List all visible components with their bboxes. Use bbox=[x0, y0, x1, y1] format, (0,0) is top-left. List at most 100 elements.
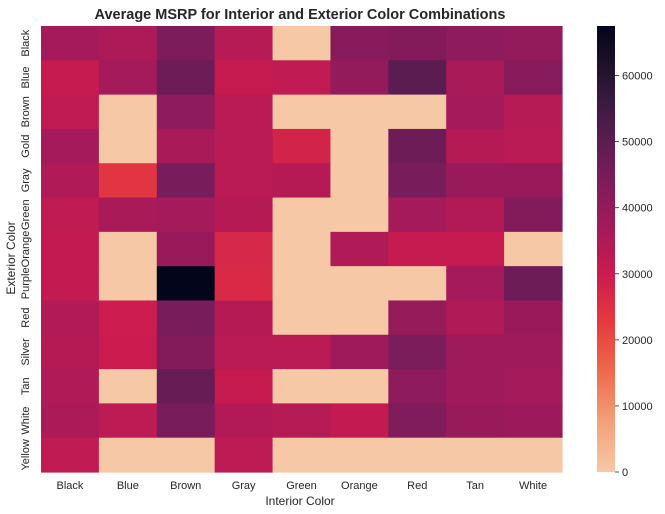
colorbar-tick-label: 20000 bbox=[622, 335, 653, 347]
heatmap-cell bbox=[98, 60, 158, 96]
heatmap-cell bbox=[504, 403, 563, 439]
heatmap-cell bbox=[272, 334, 332, 370]
heatmap-cell bbox=[214, 26, 274, 61]
heatmap-cell bbox=[446, 26, 505, 61]
heatmap-cell bbox=[388, 197, 447, 233]
heatmap-cell bbox=[98, 266, 158, 302]
heatmap-cell bbox=[504, 369, 563, 404]
heatmap-cells bbox=[41, 26, 563, 473]
colorbar-tick-label: 10000 bbox=[622, 401, 653, 413]
heatmap-cell bbox=[41, 60, 100, 96]
heatmap-cell bbox=[504, 197, 563, 233]
heatmap-cell bbox=[330, 403, 389, 439]
heatmap-cell bbox=[156, 403, 216, 439]
heatmap-cell bbox=[330, 369, 389, 404]
heatmap-cell bbox=[504, 94, 563, 130]
heatmap-cell bbox=[388, 334, 447, 370]
heatmap-cell bbox=[98, 197, 158, 233]
heatmap-cell bbox=[156, 94, 216, 130]
heatmap-cell bbox=[214, 128, 274, 164]
heatmap-cell bbox=[330, 94, 389, 130]
heatmap-cell bbox=[272, 94, 332, 130]
heatmap-cell bbox=[504, 60, 563, 96]
heatmap-cell bbox=[330, 437, 389, 473]
heatmap-cell bbox=[388, 163, 447, 199]
heatmap-cell bbox=[41, 94, 100, 130]
heatmap-cell bbox=[330, 266, 389, 302]
y-tick-label: Purple bbox=[20, 267, 32, 299]
heatmap-cell bbox=[41, 300, 100, 336]
heatmap-cell bbox=[41, 197, 100, 233]
heatmap-cell bbox=[214, 300, 274, 336]
heatmap-cell bbox=[272, 369, 332, 404]
x-tick-label: Blue bbox=[117, 480, 139, 492]
heatmap-cell bbox=[388, 60, 447, 96]
heatmap-cell bbox=[41, 266, 100, 302]
heatmap-cell bbox=[388, 231, 447, 267]
heatmap-cell bbox=[98, 437, 158, 473]
heatmap-cell bbox=[330, 128, 389, 164]
x-tick-label: White bbox=[519, 480, 547, 492]
heatmap-cell bbox=[156, 60, 216, 96]
heatmap-cell bbox=[330, 60, 389, 96]
heatmap-cell bbox=[446, 369, 505, 404]
heatmap-cell bbox=[446, 403, 505, 439]
heatmap-cell bbox=[330, 231, 389, 267]
y-tick-label: Black bbox=[20, 29, 32, 56]
heatmap-cell bbox=[330, 300, 389, 336]
heatmap-cell bbox=[330, 26, 389, 61]
heatmap-cell bbox=[41, 437, 100, 473]
heatmap-cell bbox=[388, 437, 447, 473]
heatmap-cell bbox=[446, 266, 505, 302]
heatmap-cell bbox=[330, 197, 389, 233]
heatmap-cell bbox=[41, 26, 100, 61]
colorbar-tick-label: 60000 bbox=[622, 71, 653, 83]
y-tick-label: Gold bbox=[20, 134, 32, 157]
heatmap-cell bbox=[504, 163, 563, 199]
y-tick-label: Orange bbox=[20, 231, 32, 268]
heatmap-cell bbox=[98, 403, 158, 439]
colorbar-tick-label: 50000 bbox=[622, 137, 653, 149]
heatmap-cell bbox=[41, 403, 100, 439]
x-tick-label: Black bbox=[56, 480, 83, 492]
colorbar bbox=[597, 26, 615, 472]
heatmap-cell bbox=[214, 163, 274, 199]
heatmap-cell bbox=[446, 231, 505, 267]
y-tick-label: Gray bbox=[20, 168, 32, 192]
heatmap-cell bbox=[504, 128, 563, 164]
heatmap-cell bbox=[98, 369, 158, 404]
heatmap-cell bbox=[98, 163, 158, 199]
heatmap-cell bbox=[214, 437, 274, 473]
x-tick-label: Brown bbox=[170, 480, 201, 492]
x-axis-label: Interior Color bbox=[265, 494, 334, 508]
heatmap-cell bbox=[388, 369, 447, 404]
heatmap-cell bbox=[504, 26, 563, 61]
heatmap-cell bbox=[504, 437, 563, 473]
colorbar-tick-label: 30000 bbox=[622, 269, 653, 281]
heatmap-cell bbox=[446, 94, 505, 130]
x-tick-label: Tan bbox=[466, 480, 484, 492]
heatmap-cell bbox=[446, 300, 505, 336]
heatmap-cell bbox=[272, 197, 332, 233]
heatmap-cell bbox=[446, 128, 505, 164]
heatmap-cell bbox=[272, 300, 332, 336]
heatmap-cell bbox=[214, 94, 274, 130]
colorbar-tick-label: 0 bbox=[622, 467, 628, 479]
heatmap-cell bbox=[41, 128, 100, 164]
heatmap-cell bbox=[98, 300, 158, 336]
heatmap-cell bbox=[388, 94, 447, 130]
heatmap-cell bbox=[156, 334, 216, 370]
y-tick-label: Tan bbox=[20, 377, 32, 395]
heatmap-cell bbox=[446, 437, 505, 473]
y-tick-label: Brown bbox=[20, 96, 32, 127]
heatmap-cell bbox=[214, 231, 274, 267]
heatmap-cell bbox=[446, 163, 505, 199]
heatmap-cell bbox=[388, 300, 447, 336]
y-axis-label: Exterior Color bbox=[4, 221, 18, 294]
heatmap-cell bbox=[272, 26, 332, 61]
heatmap-cell bbox=[98, 26, 158, 61]
heatmap-cell bbox=[214, 266, 274, 302]
heatmap-cell bbox=[272, 231, 332, 267]
heatmap-cell bbox=[41, 163, 100, 199]
